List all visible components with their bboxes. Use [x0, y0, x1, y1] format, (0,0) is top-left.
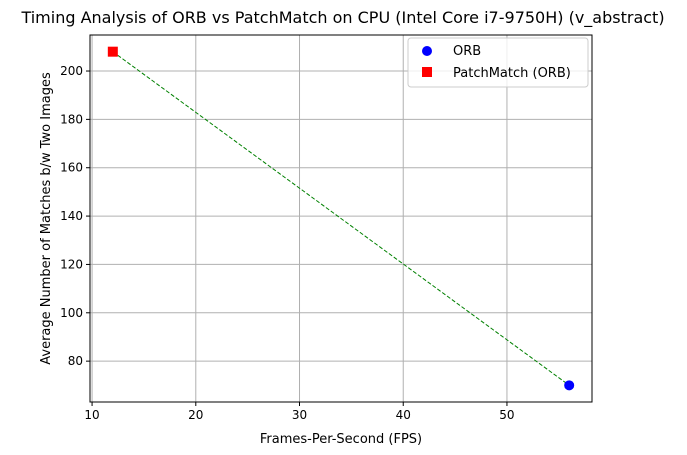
- x-tick-label: 50: [499, 408, 514, 422]
- y-tick-label: 80: [68, 354, 83, 368]
- patchmatch-point: [107, 46, 118, 57]
- x-tick-label: 20: [188, 408, 203, 422]
- x-axis-ticks: 10 20 30 40 50: [84, 402, 515, 422]
- y-axis-ticks: 80 100 120 140 160 180 200: [60, 64, 90, 368]
- y-tick-label: 180: [60, 112, 83, 126]
- legend-marker-patchmatch: [422, 67, 432, 77]
- x-tick-label: 40: [396, 408, 411, 422]
- connector-layer: [112, 51, 570, 386]
- legend: ORB PatchMatch (ORB): [407, 37, 589, 88]
- x-tick-label: 30: [292, 408, 307, 422]
- y-tick-label: 140: [60, 209, 83, 223]
- legend-label-orb: ORB: [453, 44, 481, 59]
- grid: [90, 35, 592, 402]
- y-tick-label: 100: [60, 306, 83, 320]
- points-layer: [107, 46, 575, 391]
- connector-line: [112, 51, 570, 386]
- plot-frame: [89, 34, 593, 403]
- orb-point: [564, 380, 575, 391]
- chart-title: Timing Analysis of ORB vs PatchMatch on …: [20, 8, 664, 28]
- y-axis-label: Average Number of Matches b/w Two Images: [39, 72, 54, 365]
- legend-label-patchmatch: PatchMatch (ORB): [453, 66, 571, 81]
- y-tick-label: 160: [60, 161, 83, 175]
- y-tick-label: 200: [60, 64, 83, 78]
- legend-marker-orb: [422, 46, 432, 56]
- x-axis-label: Frames-Per-Second (FPS): [260, 432, 422, 447]
- legend-box: [407, 37, 589, 88]
- y-tick-label: 120: [60, 257, 83, 271]
- x-tick-label: 10: [84, 408, 99, 422]
